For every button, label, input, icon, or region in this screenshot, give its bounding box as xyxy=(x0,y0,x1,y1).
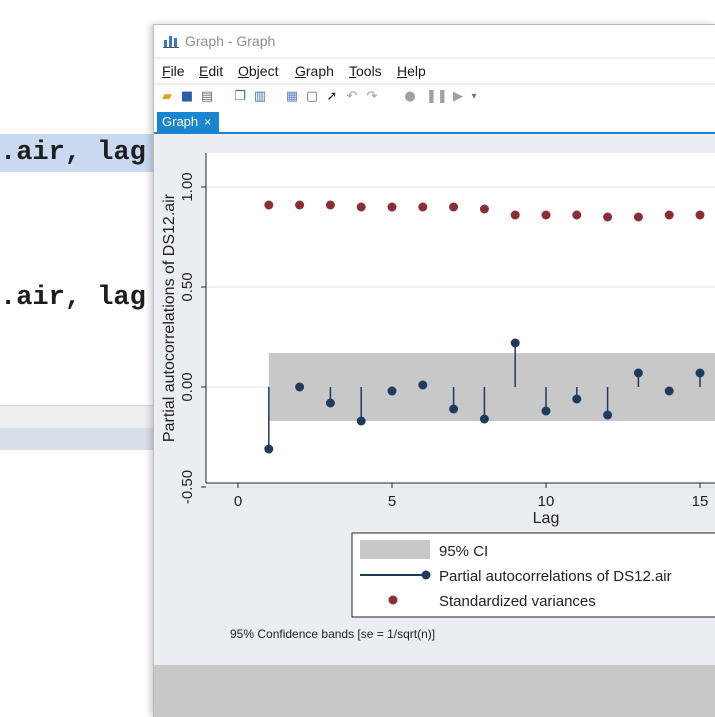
variance-point[interactable] xyxy=(479,204,489,214)
tab-strip: Graph × xyxy=(154,111,715,133)
code-line[interactable]: .air, lag xyxy=(0,283,146,313)
pac-point[interactable] xyxy=(633,368,643,378)
variance-point[interactable] xyxy=(603,212,613,222)
variance-point[interactable] xyxy=(449,202,459,212)
tab-graph[interactable]: Graph × xyxy=(157,112,219,132)
save-icon[interactable]: ■ xyxy=(180,89,194,104)
legend-ci-label: 95% CI xyxy=(439,543,488,560)
pac-point[interactable] xyxy=(264,444,274,454)
legend-pac-label: Partial autocorrelations of DS12.air xyxy=(439,568,672,585)
legend-variance-marker xyxy=(388,595,398,605)
editor-status-strip xyxy=(0,405,200,428)
variance-point[interactable] xyxy=(664,210,674,220)
pac-point[interactable] xyxy=(541,406,551,416)
pointer-icon[interactable]: ➚ xyxy=(326,89,338,104)
y-tick-label: 0.00 xyxy=(179,372,196,401)
app-icon xyxy=(163,36,179,48)
pac-point[interactable] xyxy=(387,386,397,396)
play-icon[interactable]: ▶ xyxy=(453,89,463,104)
variance-point[interactable] xyxy=(418,202,428,212)
copy-icon[interactable]: ❐ xyxy=(234,89,246,104)
x-tick-label: 0 xyxy=(234,493,242,510)
graph-canvas[interactable]: -0.50 0.00 0.50 1.00 0 5 10 15 Lag Partial autoco… xyxy=(156,135,715,665)
pac-point[interactable] xyxy=(449,404,459,414)
menu-tools[interactable]: Tools xyxy=(349,63,382,79)
y-axis-title: Partial autocorrelations of DS12.air xyxy=(161,193,178,442)
menu-graph[interactable]: Graph xyxy=(295,63,334,79)
menu-object[interactable]: Object xyxy=(238,63,279,79)
pac-point[interactable] xyxy=(418,380,428,390)
pac-point[interactable] xyxy=(695,368,705,378)
graph-editor-icon[interactable]: ▦ xyxy=(285,89,299,104)
pac-chart: -0.50 0.00 0.50 1.00 0 5 10 15 Lag Partial autoco… xyxy=(156,135,715,665)
ci-note: 95% Confidence bands [se = 1/sqrt(n)] xyxy=(230,627,435,641)
paste-icon[interactable]: ▥ xyxy=(253,89,267,104)
close-icon[interactable]: × xyxy=(204,115,212,129)
variance-point[interactable] xyxy=(510,210,520,220)
menu-help[interactable]: Help xyxy=(397,63,426,79)
menu-edit[interactable]: Edit xyxy=(199,63,224,79)
variance-point[interactable] xyxy=(633,212,643,222)
legend-ci-swatch xyxy=(360,540,430,559)
editor-tab-strip xyxy=(0,428,200,450)
y-tick-label: 1.00 xyxy=(179,172,196,201)
pac-point[interactable] xyxy=(356,416,366,426)
record-icon[interactable]: ● xyxy=(404,89,416,104)
tab-underline xyxy=(154,132,715,134)
variance-point[interactable] xyxy=(572,210,582,220)
pac-point[interactable] xyxy=(479,414,489,424)
legend-variance-label: Standardized variances xyxy=(439,593,596,610)
ci-band xyxy=(268,353,715,421)
legend-pac-marker xyxy=(421,570,431,580)
pac-point[interactable] xyxy=(325,398,335,408)
pac-point[interactable] xyxy=(664,386,674,396)
pac-point[interactable] xyxy=(295,382,305,392)
print-icon[interactable]: ▤ xyxy=(200,89,214,104)
menu-bar: File Edit Object Graph Tools Help xyxy=(154,59,715,83)
more-icon[interactable]: ▾ xyxy=(471,91,477,102)
x-axis-title: Lag xyxy=(533,510,560,527)
redo-icon[interactable]: ↷ xyxy=(366,89,378,104)
variance-point[interactable] xyxy=(264,200,274,210)
graph-window: Graph - Graph File Edit Object Graph Too… xyxy=(153,24,715,717)
x-tick-label: 15 xyxy=(692,493,709,510)
y-tick-label: 0.50 xyxy=(179,272,196,301)
x-tick-label: 5 xyxy=(388,493,396,510)
y-tick-label: -0.50 xyxy=(179,470,196,504)
variance-point[interactable] xyxy=(541,210,551,220)
menu-file[interactable]: File xyxy=(162,63,185,79)
plot-region xyxy=(206,153,715,483)
variance-point[interactable] xyxy=(387,202,397,212)
pac-point[interactable] xyxy=(603,410,613,420)
variance-point[interactable] xyxy=(695,210,705,220)
variance-point[interactable] xyxy=(356,202,366,212)
pac-point[interactable] xyxy=(510,338,520,348)
tab-label: Graph xyxy=(162,114,199,129)
variance-point[interactable] xyxy=(325,200,335,210)
pause-icon[interactable]: ❚❚ xyxy=(426,89,448,104)
undo-icon[interactable]: ↶ xyxy=(346,89,358,104)
open-icon[interactable]: ▰ xyxy=(162,89,172,104)
recorder-icon[interactable]: ▢ xyxy=(305,89,319,104)
title-bar[interactable]: Graph - Graph xyxy=(154,25,715,57)
status-bar xyxy=(154,665,715,717)
x-tick-label: 10 xyxy=(538,493,555,510)
window-title: Graph - Graph xyxy=(185,33,276,49)
toolbar: ▰ ■ ▤ ❐ ▥ ▦ ▢ ➚ ↶ ↷ ● ❚❚ ▶ ▾ xyxy=(154,85,715,112)
pac-point[interactable] xyxy=(572,394,582,404)
variance-point[interactable] xyxy=(295,200,305,210)
